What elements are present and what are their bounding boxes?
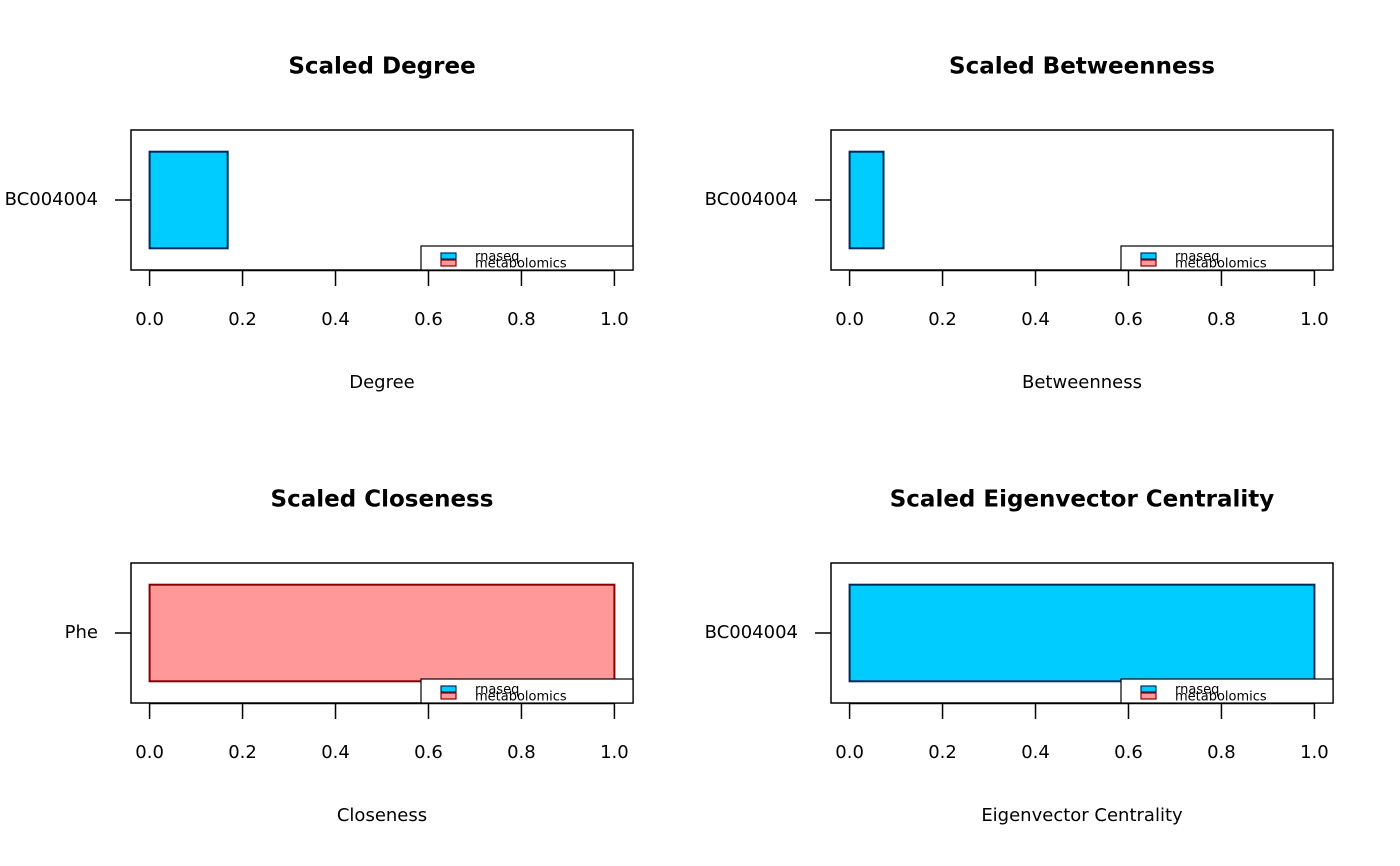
legend-label: metabolomics: [475, 690, 567, 705]
y-tick-label: BC004004: [705, 189, 798, 210]
x-tick-label: 0.2: [928, 309, 957, 330]
x-tick-label: 0.8: [507, 742, 536, 763]
plot-frame: [830, 562, 1334, 704]
y-tick-label: BC004004: [705, 622, 798, 643]
legend-label: metabolomics: [475, 257, 567, 272]
bar: [848, 583, 1316, 683]
x-tick-label: 1.0: [600, 309, 629, 330]
x-tick-label: 0.4: [1021, 742, 1050, 763]
legend-label: rnaseq: [475, 683, 519, 698]
x-axis-label: Degree: [349, 372, 415, 393]
x-tick-label: 0.8: [1207, 742, 1236, 763]
legend-swatch: [1140, 252, 1157, 260]
legend-label: rnaseq: [1175, 250, 1219, 265]
legend-swatch: [1140, 692, 1157, 700]
bar: [848, 150, 885, 250]
x-axis-label: Betweenness: [1022, 372, 1142, 393]
x-tick-label: 0.8: [1207, 309, 1236, 330]
x-tick-label: 0.8: [507, 309, 536, 330]
x-tick-label: 0.6: [1114, 309, 1143, 330]
legend-swatch: [440, 252, 457, 260]
x-tick-label: 0.0: [135, 309, 164, 330]
x-tick-label: 0.6: [414, 309, 443, 330]
x-axis-label: Closeness: [337, 805, 427, 826]
x-tick-label: 0.6: [414, 742, 443, 763]
x-tick-label: 0.0: [135, 742, 164, 763]
chart-title: Scaled Betweenness: [949, 54, 1215, 80]
y-tick-label: BC004004: [5, 189, 98, 210]
legend-label: metabolomics: [1175, 257, 1267, 272]
legend-swatch: [440, 685, 457, 693]
y-tick-label: Phe: [65, 622, 98, 643]
plot-frame: [130, 562, 634, 704]
legend-swatch: [440, 692, 457, 700]
x-tick-label: 0.4: [1021, 309, 1050, 330]
x-tick-label: 0.4: [321, 309, 350, 330]
chart-title: Scaled Eigenvector Centrality: [890, 487, 1275, 513]
x-tick-label: 0.2: [928, 742, 957, 763]
x-axis-label: Eigenvector Centrality: [981, 805, 1183, 826]
x-tick-label: 0.0: [835, 309, 864, 330]
x-tick-label: 0.6: [1114, 742, 1143, 763]
legend-label: rnaseq: [1175, 683, 1219, 698]
chart-title: Scaled Closeness: [271, 487, 494, 513]
legend-label: rnaseq: [475, 250, 519, 265]
legend-swatch: [1140, 259, 1157, 267]
plot-frame: [830, 129, 1334, 271]
x-tick-label: 0.2: [228, 742, 257, 763]
x-tick-label: 1.0: [600, 742, 629, 763]
plot-frame: [130, 129, 634, 271]
x-tick-label: 0.4: [321, 742, 350, 763]
x-tick-label: 1.0: [1300, 309, 1329, 330]
legend-swatch: [1140, 685, 1157, 693]
bar: [148, 583, 616, 683]
x-tick-label: 1.0: [1300, 742, 1329, 763]
x-tick-label: 0.2: [228, 309, 257, 330]
legend-swatch: [440, 259, 457, 267]
bar: [148, 150, 229, 250]
chart-title: Scaled Degree: [288, 54, 475, 80]
x-tick-label: 0.0: [835, 742, 864, 763]
legend-label: metabolomics: [1175, 690, 1267, 705]
